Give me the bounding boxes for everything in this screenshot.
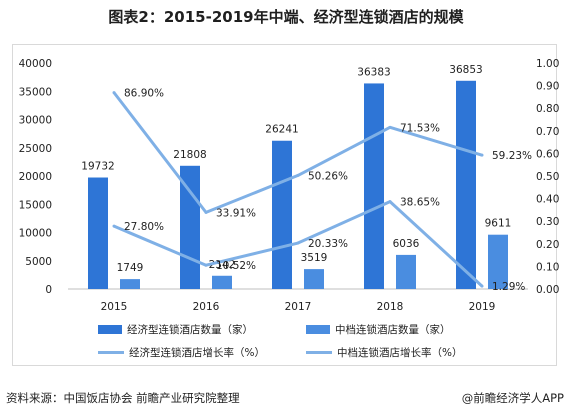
y-right-tick-label: 0.60 [536,148,559,160]
x-tick-label: 2015 [101,301,128,313]
point-economy-growth [204,210,208,214]
legend-item-economy-count: 经济型连锁酒店数量（家） [98,322,253,337]
bar-midscale-count [396,254,416,289]
data-label-midscale-growth: 1.29% [492,281,525,293]
y-right-tick-label: 0.70 [536,126,559,138]
y-left-tick-label: 25000 [19,143,52,155]
data-label-midscale-growth: 10.52% [216,260,256,272]
point-midscale-growth [388,200,392,204]
point-economy-growth [112,91,116,95]
y-left-tick-label: 35000 [19,86,52,98]
data-label-economy-growth: 50.26% [308,170,348,182]
data-label-midscale-growth: 38.65% [400,197,440,209]
y-right-tick-label: 0.00 [536,284,559,296]
y-left-tick-label: 40000 [19,58,52,70]
data-label-midscale-count: 3519 [301,252,328,264]
data-label-midscale-count: 6036 [393,238,420,250]
legend-label: 中档连锁酒店增长率（%） [337,347,463,359]
y-left-tick-label: 5000 [25,256,52,268]
legend-swatch [306,351,332,354]
y-right-tick-label: 0.20 [536,239,559,251]
bar-midscale-count [304,269,324,289]
y-left-tick-label: 10000 [19,228,52,240]
y-right-tick-label: 0.80 [536,103,559,115]
point-economy-growth [296,173,300,177]
bar-midscale-count [488,234,508,289]
y-left-tick-label: 0 [45,284,52,296]
data-label-economy-count: 21808 [173,149,206,161]
data-label-economy-count: 19732 [81,161,114,173]
point-midscale-growth [480,284,484,288]
data-label-midscale-growth: 20.33% [308,238,348,250]
x-tick-label: 2018 [377,301,404,313]
data-label-midscale-growth: 27.80% [124,221,164,233]
data-label-economy-growth: 71.53% [400,122,440,134]
y-left-tick-label: 30000 [19,115,52,127]
legend-swatch [98,325,122,334]
bar-midscale-count [212,275,232,289]
x-tick-label: 2019 [469,301,496,313]
bar-economy-count [272,140,292,289]
chart-title: 图表2：2015-2019年中端、经济型连锁酒店的规模 [108,8,464,26]
bar-economy-count [364,83,384,289]
line-economy-growth [112,91,483,214]
legend-swatch [98,351,124,354]
bar-economy-count [88,177,108,289]
legend-label: 经济型连锁酒店增长率（%） [129,347,265,359]
point-midscale-growth [112,224,116,228]
y-right-tick-label: 0.50 [536,171,559,183]
bar-economy-count [456,80,476,289]
legend-item-midscale-growth: 中档连锁酒店增长率（%） [306,345,462,360]
data-label-economy-growth: 86.90% [124,88,164,100]
y-right-tick-label: 1.00 [536,58,559,70]
brand-credit: @前瞻经济学人APP [461,391,564,405]
point-economy-growth [388,125,392,129]
y-right-tick-label: 0.90 [536,81,559,93]
point-midscale-growth [296,241,300,245]
bar-midscale-count [120,279,140,289]
data-label-economy-growth: 33.91% [216,207,256,219]
legend-item-economy-growth: 经济型连锁酒店增长率（%） [98,345,265,360]
legend-item-midscale-count: 中档连锁酒店数量（家） [306,322,451,337]
point-midscale-growth [204,263,208,267]
source-note: 资料来源：中国饭店协会 前瞻产业研究院整理 [6,391,240,405]
x-tick-label: 2017 [285,301,312,313]
y-left-tick-label: 15000 [19,199,52,211]
chart-frame [12,44,557,366]
x-tick-label: 2016 [193,301,220,313]
y-left-tick-label: 20000 [19,171,52,183]
legend-label: 经济型连锁酒店数量（家） [127,324,253,336]
y-right-tick-label: 0.40 [536,194,559,206]
legend-label: 中档连锁酒店数量（家） [335,324,451,336]
y-right-tick-label: 0.10 [536,261,559,273]
data-label-midscale-count: 9611 [485,218,512,230]
point-economy-growth [480,153,484,157]
data-label-economy-count: 36853 [449,64,482,76]
data-label-economy-count: 26241 [265,124,298,136]
data-label-economy-growth: 59.23% [492,150,532,162]
data-label-economy-count: 36383 [357,66,390,78]
legend-swatch [306,325,330,334]
data-label-midscale-count: 1749 [117,262,144,274]
y-right-tick-label: 0.30 [536,216,559,228]
